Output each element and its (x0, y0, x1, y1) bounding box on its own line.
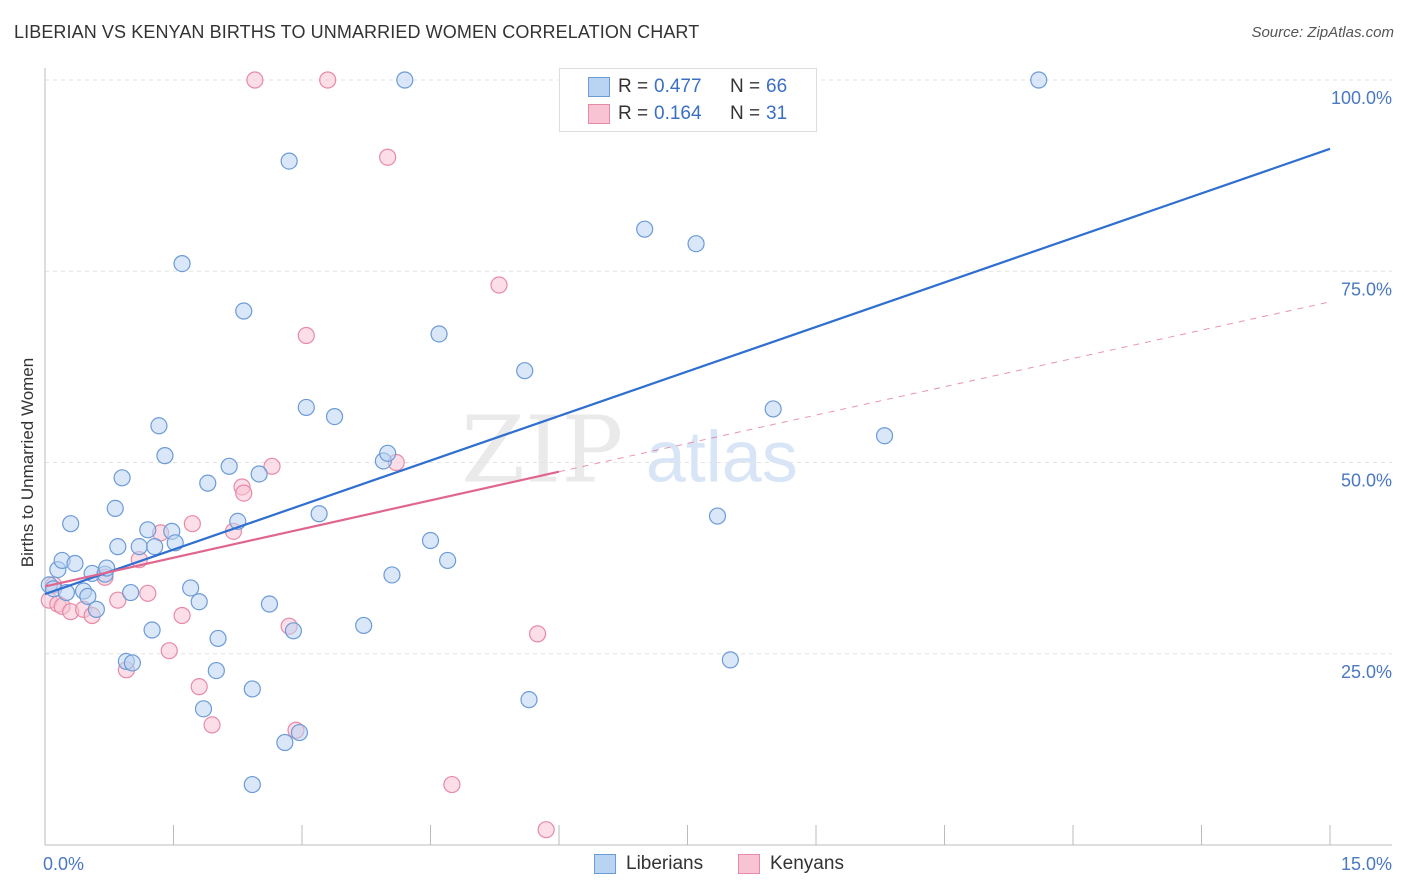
kenyan-point (297, 326, 315, 345)
kenyan-point (537, 821, 555, 839)
liberian-point (721, 651, 739, 669)
liberian-point (284, 622, 303, 640)
series-legend-liberians: Liberians (594, 850, 703, 878)
x-tick-label-min: 0.0% (43, 854, 84, 874)
liberian-point (290, 723, 309, 742)
liberian-point (182, 579, 200, 597)
liberian-point (146, 538, 164, 556)
liberian-point (379, 444, 397, 462)
watermark-zip: ZIP (461, 397, 623, 504)
liberian-point (1030, 71, 1048, 89)
liberian-point (199, 474, 217, 492)
liberian-point (875, 427, 894, 445)
kenyan-swatch (588, 104, 610, 124)
liberian-point (207, 661, 225, 680)
kenyan-point (109, 591, 127, 609)
kenyan-n-value: 31 (766, 103, 788, 124)
liberian-point (687, 235, 705, 253)
kenyan-point (528, 625, 547, 643)
liberian-point (636, 220, 654, 238)
kenyan-point (235, 484, 253, 502)
liberian-point (310, 505, 328, 523)
liberian-point (79, 587, 97, 605)
liberian-r-value: 0.477 (654, 76, 702, 97)
kenyan-point (203, 716, 221, 734)
liberian-point (173, 255, 191, 273)
liberian-point (520, 691, 538, 709)
liberian-point (106, 499, 124, 517)
kenyans-legend-label: Kenyans (770, 853, 844, 874)
liberian-point (280, 152, 298, 170)
liberian-point (325, 408, 344, 426)
liberians-legend-label: Liberians (626, 853, 704, 874)
correlation-legend: R = 0.477 N = 66 R = 0.164 N = 31 (559, 68, 817, 132)
liberian-point (764, 400, 782, 418)
kenyan-point (173, 606, 191, 625)
kenyan-point (183, 515, 201, 533)
liberian-point (62, 515, 80, 533)
liberian-n-label: N = (730, 76, 761, 97)
liberian-swatch (588, 77, 610, 97)
kenyan-point (139, 584, 157, 602)
liberian-point (66, 554, 84, 573)
chart-title: LIBERIAN VS KENYAN BIRTHS TO UNMARRIED W… (14, 22, 700, 42)
y-tick-label: 100.0% (1331, 88, 1392, 108)
liberian-point (276, 733, 294, 752)
liberian-point (156, 447, 174, 465)
liberian-r-label: R = (618, 76, 649, 97)
liberian-point (130, 538, 148, 556)
source-credit: Source: ZipAtlas.com (1251, 24, 1394, 41)
liberian-n-value: 66 (766, 76, 788, 97)
kenyan-point (379, 148, 397, 166)
liberian-trend-line (44, 147, 1331, 596)
liberian-point (250, 465, 268, 483)
liberians-legend-swatch (594, 854, 616, 874)
watermark-atlas: atlas (646, 418, 798, 498)
liberian-point (243, 680, 261, 698)
x-tick-label-max: 15.0% (1341, 854, 1392, 874)
y-axis-label: Births to Unmarried Women (18, 358, 37, 567)
liberian-point (243, 775, 261, 794)
liberian-point (87, 600, 106, 618)
liberian-point (190, 593, 208, 611)
liberian-point (355, 616, 373, 635)
liberian-point (220, 457, 238, 475)
series-legend-kenyans: Kenyans (738, 850, 844, 878)
kenyan-point (319, 71, 337, 89)
liberian-point (143, 621, 161, 639)
kenyan-n-label: N = (730, 103, 761, 124)
liberian-point (194, 700, 213, 718)
kenyan-point (190, 678, 208, 696)
kenyan-point (263, 457, 281, 475)
kenyan-point (490, 276, 508, 294)
y-tick-label: 75.0% (1341, 279, 1392, 299)
kenyan-point (443, 775, 461, 794)
liberian-point (421, 531, 440, 550)
liberian-point (516, 362, 534, 380)
liberian-point (209, 629, 227, 648)
kenyan-trend-line (44, 470, 560, 588)
liberian-point (439, 551, 457, 570)
liberian-point (396, 71, 414, 89)
liberian-point (260, 595, 279, 613)
liberian-point (297, 398, 315, 417)
y-tick-label: 50.0% (1341, 471, 1392, 491)
liberian-point (123, 654, 141, 672)
liberian-point (113, 469, 131, 487)
kenyans-legend-swatch (738, 854, 760, 874)
kenyan-r-value: 0.164 (654, 103, 702, 124)
y-tick-label: 25.0% (1341, 662, 1392, 682)
liberian-point (109, 538, 127, 556)
liberian-point (139, 521, 157, 539)
liberian-point (122, 583, 140, 602)
kenyan-r-label: R = (618, 103, 649, 124)
kenyan-point (160, 642, 178, 660)
kenyan-point (246, 71, 264, 89)
liberian-point (150, 417, 168, 435)
liberian-point (708, 507, 727, 525)
liberian-point (235, 302, 253, 320)
liberian-point (430, 325, 448, 343)
liberian-point (383, 566, 401, 584)
